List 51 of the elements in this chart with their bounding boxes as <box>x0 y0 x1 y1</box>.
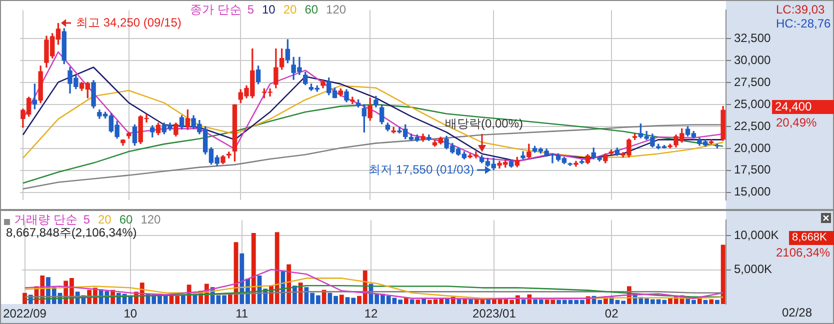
y-tick-label: 22,500 <box>734 118 772 133</box>
legend-title: 종가 단순 <box>190 2 242 16</box>
bar <box>720 244 726 304</box>
bar <box>251 233 256 304</box>
bar <box>422 298 426 304</box>
annotation: 최저 17,550 (01/03) <box>368 162 474 176</box>
text: 24,400 <box>775 99 812 114</box>
y-tick-label: 25,000 <box>734 96 772 111</box>
x-tick-label: 11 <box>236 306 248 321</box>
text: 5 <box>247 2 254 16</box>
text: 2106,34% <box>776 245 830 260</box>
bar <box>521 299 526 304</box>
text: 60 <box>304 2 318 16</box>
annotation: 최고 34,250 (09/15) <box>76 15 182 30</box>
bar <box>468 299 473 304</box>
text: 02/28 <box>782 305 812 320</box>
text: HC:-28,76 <box>776 16 832 30</box>
bar <box>404 298 408 304</box>
text: 20 <box>283 2 298 16</box>
y-tick-label: 30,000 <box>734 52 772 67</box>
y-tick-label: 32,500 <box>734 31 772 46</box>
y-tick-label: 20,000 <box>734 140 772 155</box>
annotation: 8,667,848주(2,106,34%) <box>6 225 137 240</box>
text: 10 <box>262 2 276 16</box>
candlestick <box>574 160 578 167</box>
x-tick-label: 2023/01 <box>472 306 516 321</box>
text: 60 <box>119 212 134 226</box>
bar <box>410 299 414 304</box>
y-tick-label: 15,000 <box>734 184 772 199</box>
annotation: 배당락(0,00%) <box>445 116 524 130</box>
y-tick-label: 17,500 <box>734 162 772 177</box>
text: 5 <box>83 212 90 226</box>
text: 20,49% <box>776 115 818 130</box>
text: 8,668K <box>792 232 828 244</box>
text: 20 <box>98 212 112 226</box>
bar <box>445 298 450 304</box>
bar <box>339 294 344 304</box>
x-tick-label: 2022/09 <box>3 306 47 321</box>
y-tick-label: 5,000K <box>734 262 772 276</box>
text: 120 <box>326 2 346 16</box>
legend-title: 거래량 단순 <box>14 212 78 226</box>
x-tick-label: 12 <box>364 306 378 321</box>
text: LC:39,03 <box>776 2 826 16</box>
y-tick-label: 10,000K <box>734 228 779 242</box>
y-tick-label: 27,500 <box>734 74 772 89</box>
x-tick-label: 02 <box>604 306 619 321</box>
bar <box>416 300 420 304</box>
bar <box>715 300 720 304</box>
text: 120 <box>140 212 162 226</box>
x-tick-label: 10 <box>124 306 138 321</box>
bar <box>709 299 714 304</box>
